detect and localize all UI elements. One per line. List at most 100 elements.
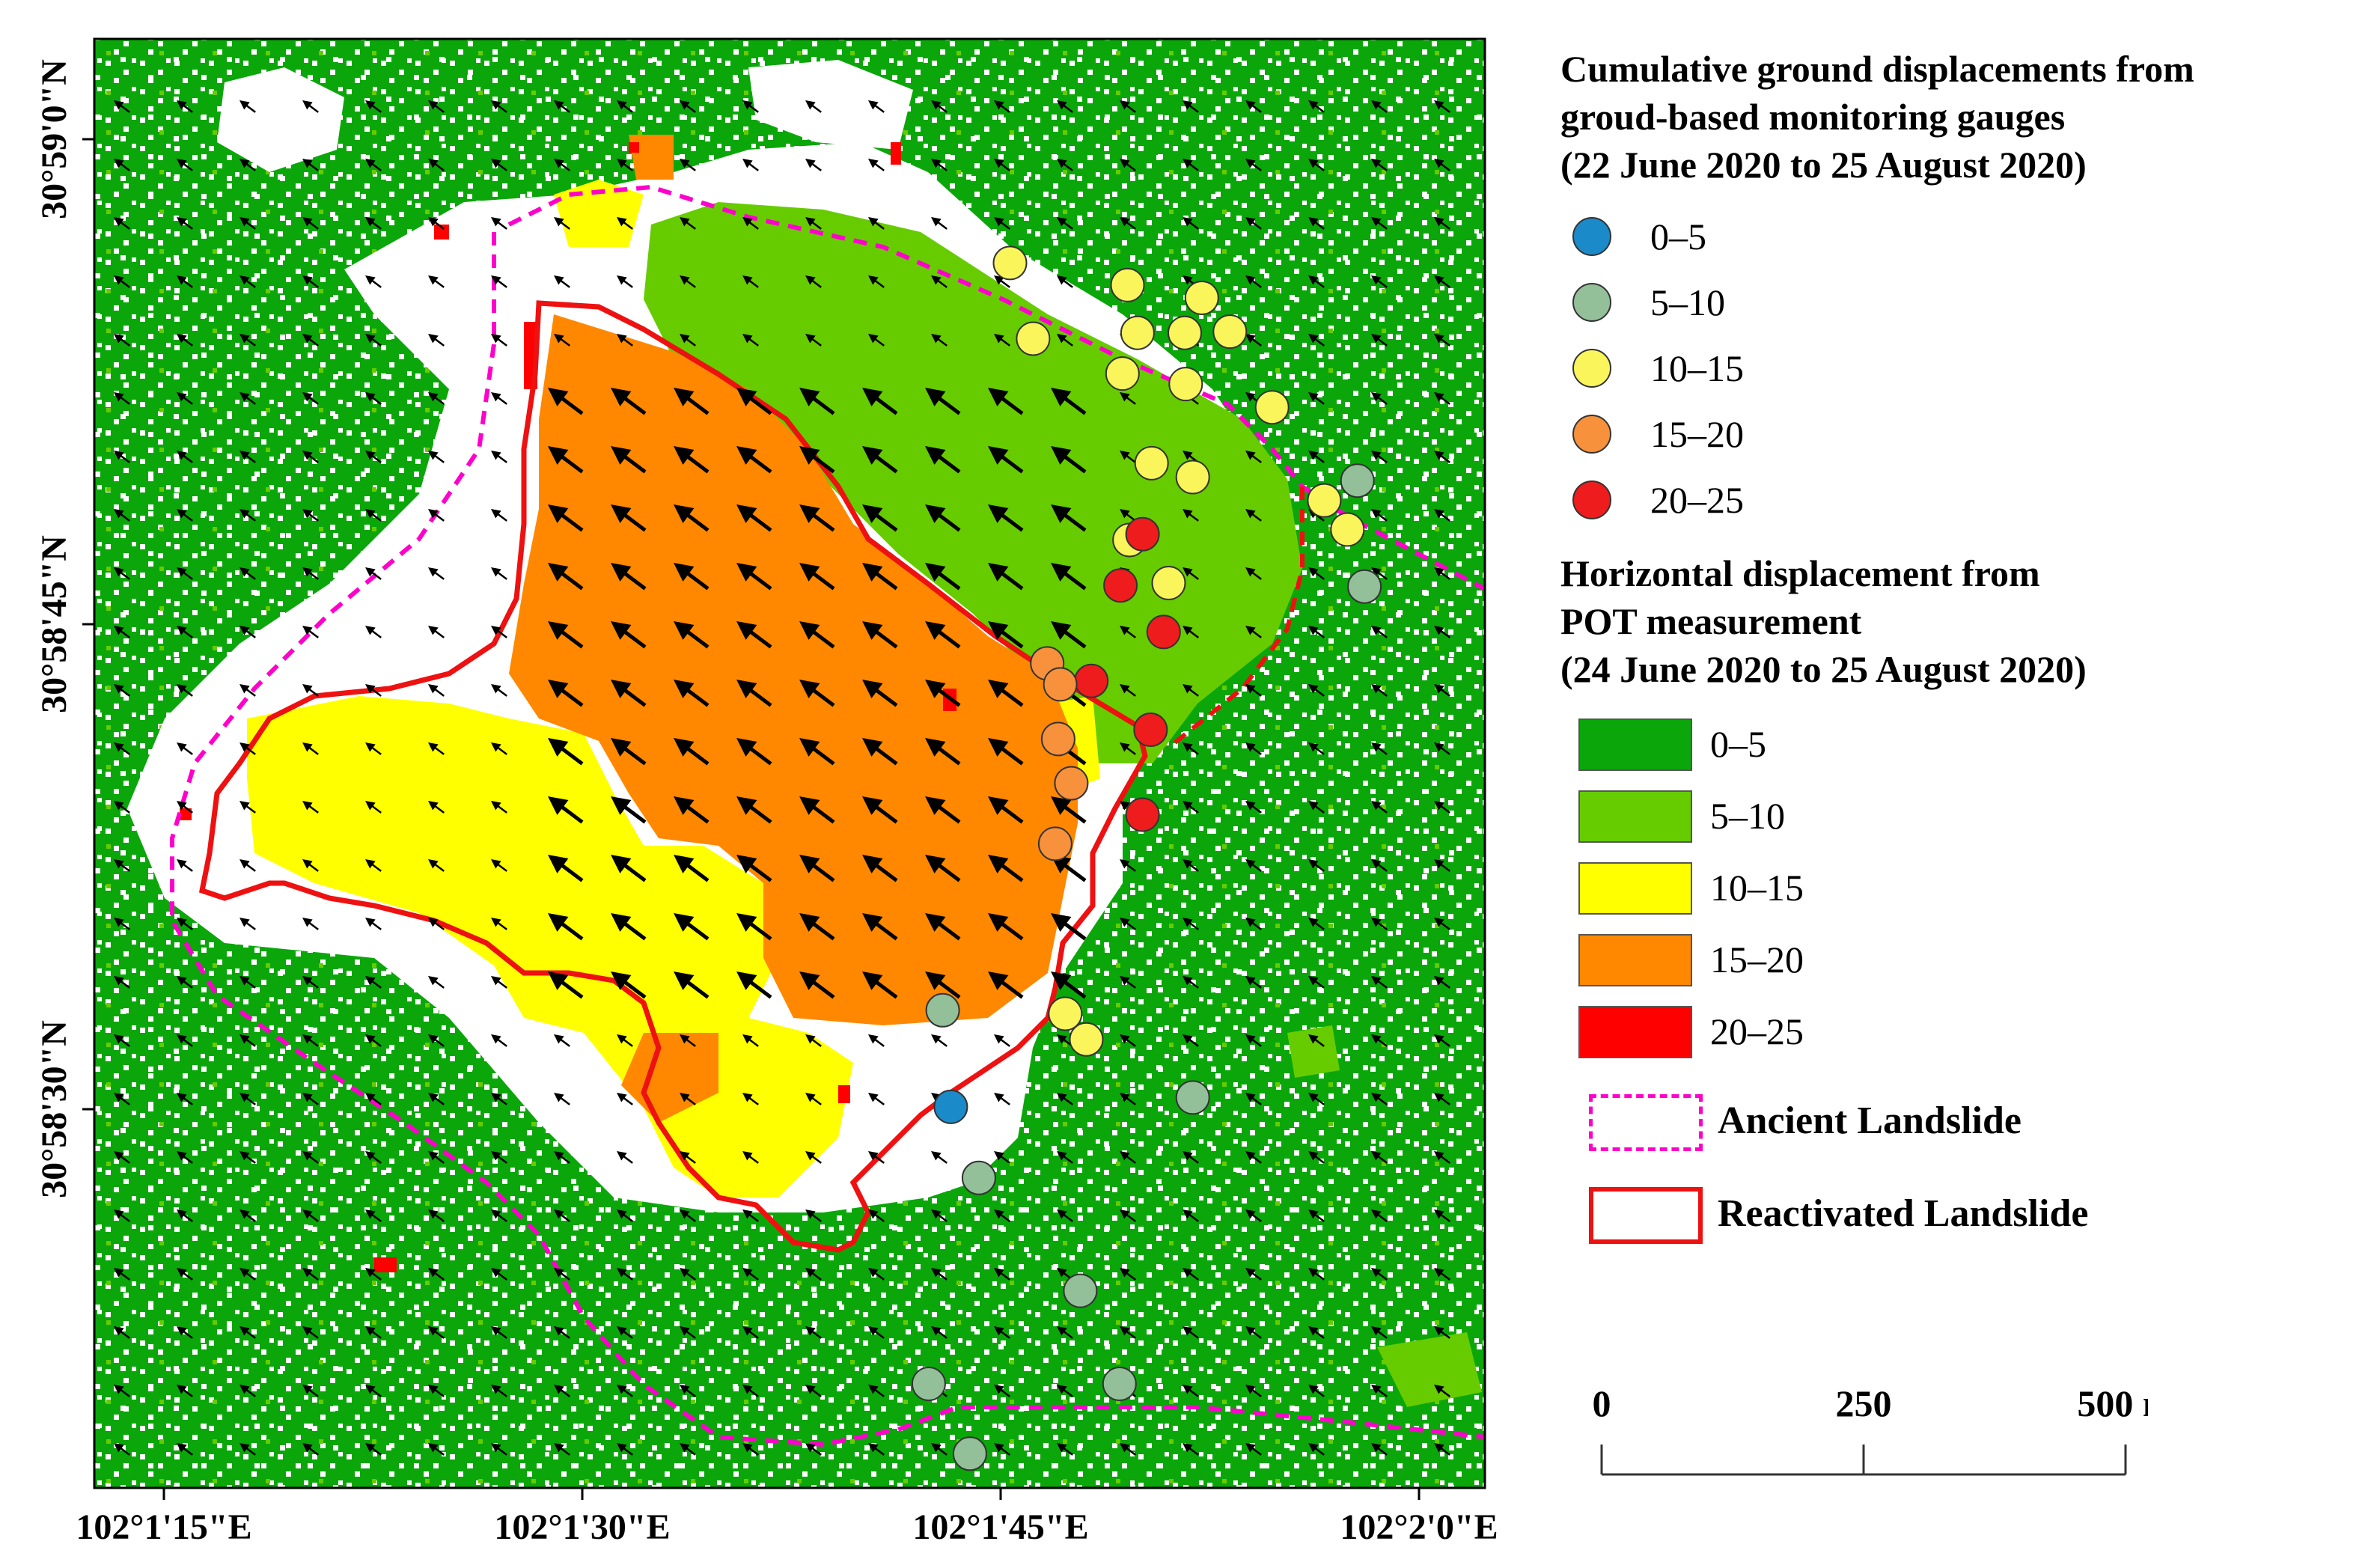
displacement-arrow xyxy=(617,1209,633,1222)
displacement-arrow xyxy=(177,1034,193,1047)
gauge-point xyxy=(952,1436,987,1471)
displacement-arrow xyxy=(868,1150,885,1164)
displacement-arrow xyxy=(680,1209,696,1222)
displacement-arrow xyxy=(548,913,584,941)
displacement-arrow xyxy=(1057,1209,1073,1222)
displacement-arrow xyxy=(799,913,835,941)
gauge-point xyxy=(1037,826,1072,861)
displacement-arrow xyxy=(428,1384,445,1397)
displacement-arrow xyxy=(988,563,1024,591)
displacement-arrow xyxy=(1051,388,1087,415)
displacement-arrow xyxy=(1183,1267,1199,1281)
displacement-arrow xyxy=(114,1325,130,1339)
gauge-class-label: 10–15 xyxy=(1650,347,1744,389)
displacement-arrow xyxy=(428,1325,445,1339)
displacement-arrow xyxy=(177,1384,193,1397)
displacement-arrow xyxy=(1120,158,1136,171)
displacement-arrow xyxy=(1434,275,1450,288)
pot-swatch xyxy=(1578,1006,1692,1058)
displacement-arrow xyxy=(611,971,647,999)
displacement-arrow xyxy=(302,1034,319,1047)
gauge-point xyxy=(925,992,960,1028)
pot-class-label: 0–5 xyxy=(1710,723,1766,765)
displacement-arrow xyxy=(427,334,445,347)
displacement-arrow xyxy=(114,1092,130,1105)
displacement-arrow xyxy=(1183,1150,1199,1164)
displacement-arrow xyxy=(1308,1034,1325,1047)
displacement-arrow xyxy=(177,1325,193,1339)
displacement-arrow xyxy=(988,621,1024,649)
displacement-arrow xyxy=(1308,1092,1325,1105)
displacement-arrow xyxy=(239,1092,256,1105)
displacement-arrow xyxy=(616,217,633,230)
displacement-arrow xyxy=(427,159,445,171)
displacement-arrow xyxy=(239,917,256,930)
pot-legend-title-line-1: Horizontal displacement from xyxy=(1560,552,2040,594)
displacement-arrow xyxy=(239,1034,256,1047)
displacement-arrow xyxy=(1308,1442,1325,1456)
displacement-arrow xyxy=(491,508,507,522)
displacement-arrow xyxy=(1245,975,1262,989)
displacement-arrow xyxy=(1434,450,1450,463)
scale-bar: 0 250 500 m xyxy=(1593,1382,2148,1476)
longitude-axis: 102°1'15"E 102°1'30"E 102°1'45"E 102°2'0… xyxy=(76,1488,1498,1547)
displacement-arrow xyxy=(925,388,961,415)
displacement-arrow xyxy=(491,742,507,755)
displacement-arrow xyxy=(1245,508,1262,522)
displacement-arrow xyxy=(1183,1325,1199,1339)
displacement-arrow xyxy=(553,217,570,230)
lat-label-2: 30°58'30"N xyxy=(34,1020,74,1198)
displacement-arrow xyxy=(799,504,835,532)
gauges-legend-title-line-1: Cumulative ground displacements from xyxy=(1560,48,2194,90)
displacement-arrow xyxy=(925,738,961,766)
gauge-point xyxy=(1175,460,1210,495)
displacement-arrow xyxy=(868,1209,885,1222)
displacement-arrow xyxy=(1245,917,1262,930)
displacement-arrow xyxy=(1308,800,1325,814)
displacement-arrow xyxy=(302,1325,319,1339)
gauge-point xyxy=(1347,569,1382,604)
ancient-landslide-legend: Ancient Landslide xyxy=(1560,1084,2369,1177)
displacement-arrow xyxy=(862,563,898,591)
displacement-arrow xyxy=(490,275,507,288)
displacement-arrow xyxy=(736,621,772,649)
gauge-point xyxy=(911,1367,946,1401)
displacement-arrow xyxy=(491,683,507,697)
displacement-arrow xyxy=(1308,275,1325,288)
displacement-arrow xyxy=(674,621,710,649)
displacement-arrow xyxy=(365,975,382,989)
displacement-arrow xyxy=(1183,625,1199,638)
displacement-arrow xyxy=(177,1267,193,1281)
displacement-arrow xyxy=(994,1325,1010,1339)
displacement-arrow xyxy=(554,1092,570,1105)
displacement-arrow xyxy=(554,1442,570,1456)
displacement-arrow xyxy=(1371,450,1388,463)
gauge-class-label: 15–20 xyxy=(1650,413,1744,455)
displacement-arrow xyxy=(611,446,647,474)
displacement-arrow xyxy=(427,275,445,288)
pot-swatch xyxy=(1578,790,1692,843)
zone-5-10-c xyxy=(1377,1332,1482,1407)
displacement-arrow xyxy=(799,621,835,649)
displacement-arrow xyxy=(1183,1209,1199,1222)
displacement-arrow xyxy=(994,158,1010,171)
displacement-arrow xyxy=(1183,917,1199,930)
displacement-arrow xyxy=(680,1325,696,1339)
displacement-arrow xyxy=(1308,742,1325,755)
displacement-arrow xyxy=(548,738,584,766)
displacement-arrow xyxy=(868,1384,885,1397)
displacement-arrow xyxy=(491,625,507,638)
displacement-arrow xyxy=(862,738,898,766)
displacement-arrow xyxy=(742,1209,759,1222)
displacement-arrow xyxy=(1308,1209,1325,1222)
displacement-arrow xyxy=(799,855,835,882)
displacement-arrow xyxy=(988,504,1024,532)
gauge-point xyxy=(1134,445,1169,481)
displacement-arrow xyxy=(617,1092,633,1105)
displacement-arrow xyxy=(548,446,584,474)
displacement-arrow xyxy=(1371,742,1388,755)
displacement-arrow xyxy=(365,1150,382,1164)
displacement-arrow xyxy=(114,567,130,580)
displacement-arrow xyxy=(1371,1325,1388,1339)
displacement-arrow xyxy=(988,680,1024,707)
